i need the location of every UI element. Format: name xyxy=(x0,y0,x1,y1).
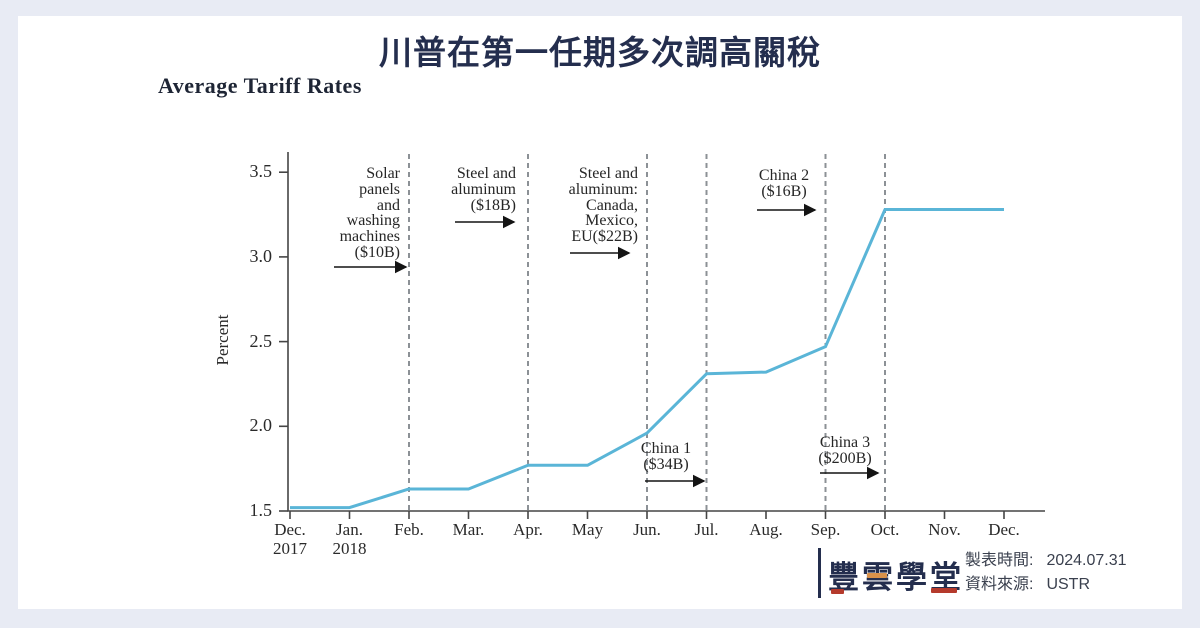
x-axis-label: Jul. xyxy=(694,520,719,539)
made-date-label: 製表時間: xyxy=(965,552,1034,569)
logo-accent-mark xyxy=(831,589,844,594)
x-axis-label: Jun. xyxy=(633,520,661,539)
x-axis-label: Oct. xyxy=(870,520,900,539)
logo-accent-mark xyxy=(867,573,887,578)
tariff-chart xyxy=(279,152,1045,519)
data-source-row: 資料來源: USTR xyxy=(965,573,1127,597)
x-axis-label: Sep. xyxy=(810,520,841,539)
x-axis-label: Nov. xyxy=(928,520,961,539)
annotation-steel-aluminum-18b: Steel and aluminum ($18B) xyxy=(451,165,516,214)
annotation-solar-panels-washing-machines: Solar panels and washing machines ($10B) xyxy=(339,165,400,261)
annotation-china-1: China 1 ($34B) xyxy=(640,440,692,473)
page-title: 川普在第一任期多次調高關稅 xyxy=(379,34,821,71)
data-source-label: 資料來源: xyxy=(965,576,1034,593)
x-axis-label: Aug. xyxy=(749,520,783,539)
x-axis-label: Dec. 2017 xyxy=(273,520,307,558)
y-axis-tick-label: 2.0 xyxy=(249,415,273,436)
footer-info: 製表時間: 2024.07.31 資料來源: USTR xyxy=(965,549,1127,597)
x-axis-label: Mar. xyxy=(452,520,485,539)
logo-accent-mark xyxy=(931,588,957,593)
annotation-china-3: China 3 ($200B) xyxy=(818,434,872,467)
annotation-china-2: China 2 ($16B) xyxy=(758,167,810,200)
y-axis-tick-label: 3.0 xyxy=(249,245,273,266)
footer-divider xyxy=(818,548,821,598)
content-panel: 川普在第一任期多次調高關稅 Average Tariff Rates Perce… xyxy=(18,16,1182,609)
x-axis-label: May xyxy=(571,520,604,539)
chart-title: Average Tariff Rates xyxy=(158,73,362,98)
made-date-value: 2024.07.31 xyxy=(1046,552,1127,569)
y-axis-tick-label: 1.5 xyxy=(249,500,273,520)
x-axis-label: Dec. xyxy=(988,520,1020,539)
annotation-steel-aluminum-22b: Steel and aluminum: Canada, Mexico, EU($… xyxy=(568,165,638,246)
y-axis-tick-label: 2.5 xyxy=(249,330,273,351)
tariff-rate-line xyxy=(290,207,1004,510)
x-axis-label: Apr. xyxy=(513,520,543,539)
y-axis-tick-label: 3.5 xyxy=(249,161,273,182)
data-source-value: USTR xyxy=(1046,576,1091,593)
chart-made-date-row: 製表時間: 2024.07.31 xyxy=(965,549,1127,573)
x-axis-label: Jan. 2018 xyxy=(332,520,367,558)
y-axis-title: Percent xyxy=(213,314,232,366)
x-axis-label: Feb. xyxy=(394,520,424,539)
